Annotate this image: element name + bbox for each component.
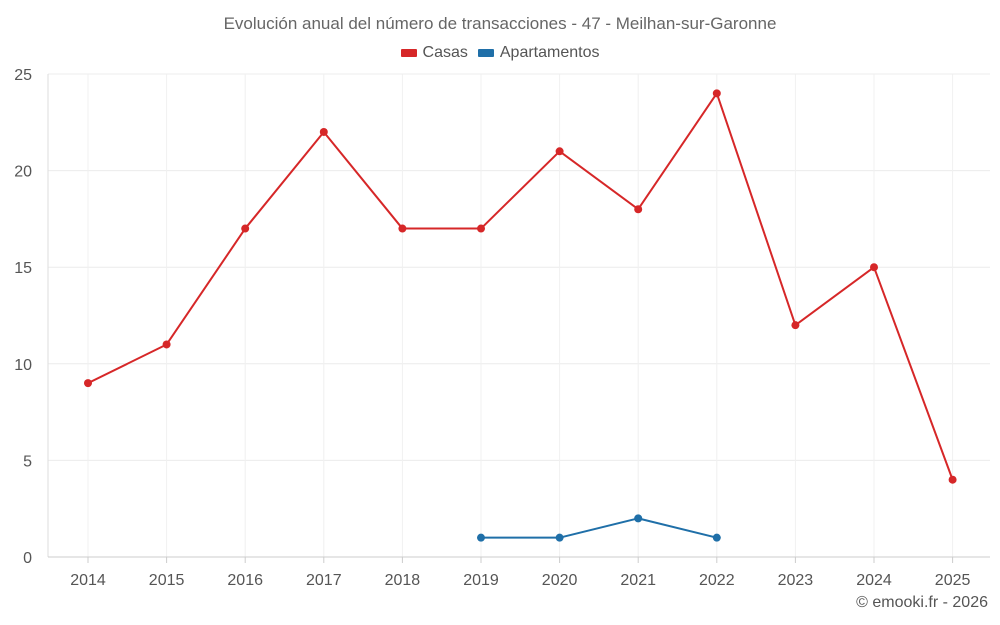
chart-title: Evolución anual del número de transaccio… [223, 14, 777, 33]
legend-item-casas[interactable]: Casas [400, 44, 468, 62]
data-point-casas-2021[interactable] [634, 205, 643, 214]
y-tick-label-15: 15 [14, 260, 32, 277]
data-point-casas-2018[interactable] [398, 224, 407, 233]
legend-swatch-casas [400, 49, 417, 57]
legend-label-casas: Casas [422, 44, 468, 61]
x-tick-label-2021: 2021 [620, 572, 656, 589]
data-point-casas-2022[interactable] [712, 89, 721, 98]
x-tick-label-2016: 2016 [227, 572, 263, 589]
data-point-casas-2015[interactable] [162, 340, 171, 349]
data-point-apartamentos-2021[interactable] [634, 514, 643, 523]
x-tick-label-2015: 2015 [149, 572, 185, 589]
x-tick-label-2014: 2014 [70, 572, 106, 589]
y-tick-label-10: 10 [14, 357, 32, 374]
data-point-casas-2014[interactable] [84, 379, 92, 388]
x-tick-label-2025: 2025 [935, 572, 971, 589]
data-point-casas-2020[interactable] [555, 147, 564, 156]
data-point-casas-2019[interactable] [477, 224, 485, 233]
data-point-casas-2017[interactable] [319, 127, 328, 136]
y-tick-label-5: 5 [23, 453, 32, 470]
y-tick-label-20: 20 [14, 164, 32, 181]
credit-text: © emooki.fr - 2026 [856, 594, 988, 611]
x-tick-label-2024: 2024 [856, 572, 892, 589]
data-point-apartamentos-2019[interactable] [477, 533, 485, 542]
x-tick-label-2018: 2018 [385, 572, 421, 589]
legend-swatch-apartamentos [477, 49, 494, 57]
data-point-casas-2024[interactable] [870, 263, 878, 272]
data-point-casas-2016[interactable] [241, 224, 250, 233]
y-tick-label-0: 0 [23, 550, 32, 567]
series-line-casas [87, 92, 954, 481]
data-point-casas-2025[interactable] [948, 475, 957, 484]
x-tick-label-2019: 2019 [463, 572, 499, 589]
series-line-apartamentos [481, 517, 718, 539]
x-tick-label-2017: 2017 [306, 572, 342, 589]
x-tick-label-2022: 2022 [699, 572, 735, 589]
y-tick-label-25: 25 [14, 67, 32, 84]
legend-label-apartamentos: Apartamentos [499, 44, 600, 61]
data-point-apartamentos-2020[interactable] [555, 533, 564, 542]
data-point-casas-2023[interactable] [791, 321, 800, 330]
chart-legend: Casas Apartamentos [0, 44, 1000, 62]
legend-item-apartamentos[interactable]: Apartamentos [477, 44, 600, 62]
x-tick-label-2020: 2020 [542, 572, 578, 589]
x-tick-label-2023: 2023 [778, 572, 814, 589]
data-point-apartamentos-2022[interactable] [712, 533, 721, 542]
